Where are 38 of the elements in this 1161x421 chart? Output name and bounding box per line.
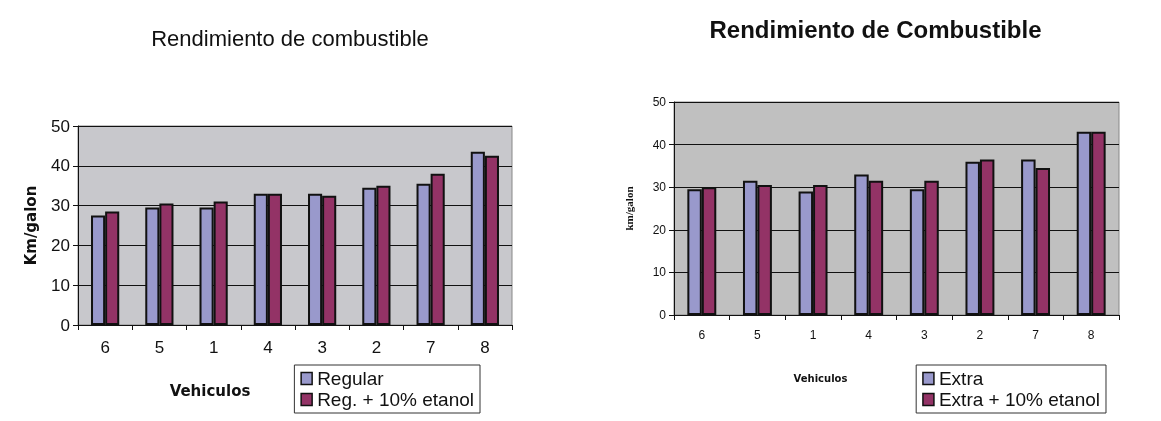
y-tick-label: 0 <box>60 315 70 335</box>
legend-label: Extra <box>938 368 984 389</box>
x-tick-label: 8 <box>1087 328 1095 342</box>
x-tick-label: 8 <box>480 338 490 357</box>
y-tick-label: 0 <box>659 308 667 322</box>
x-tick-label: 5 <box>154 338 165 357</box>
x-tick-label: 6 <box>698 328 706 342</box>
x-tick-label: 7 <box>1032 328 1040 342</box>
y-tick-label: 40 <box>51 156 70 176</box>
chart-title: Rendimiento de combustible <box>151 25 429 51</box>
x-tick-label: 1 <box>208 338 219 357</box>
y-axis-title: km/galon <box>622 186 635 231</box>
y-tick-label: 50 <box>652 95 667 109</box>
y-tick-label: 30 <box>652 180 667 195</box>
legend-label: Reg. + 10% etanol <box>317 389 475 410</box>
chart-title: Rendimiento de Combustible <box>709 15 1042 43</box>
x-tick-label: 2 <box>371 338 382 357</box>
x-tick-label: 5 <box>754 328 762 342</box>
x-axis-title: Vehiculos <box>793 372 848 384</box>
x-tick-label: 3 <box>317 338 327 357</box>
y-tick-label: 30 <box>51 196 70 216</box>
legend-label: Regular <box>317 368 385 389</box>
x-tick-label: 7 <box>425 338 436 357</box>
y-tick-label: 40 <box>652 137 667 152</box>
y-tick-label: 10 <box>51 275 70 295</box>
y-tick-label: 10 <box>652 265 667 280</box>
legend-label: Extra + 10% etanol <box>938 389 1100 410</box>
y-tick-label: 20 <box>51 235 70 255</box>
x-tick-label: 1 <box>809 328 817 342</box>
x-axis-title: Vehiculos <box>169 381 251 400</box>
y-axis-title: Km/galon <box>21 185 40 266</box>
x-tick-label: 4 <box>263 338 273 357</box>
y-tick-label: 20 <box>652 222 667 237</box>
x-tick-label: 2 <box>976 328 984 342</box>
y-tick-label: 50 <box>51 116 70 136</box>
x-tick-label: 3 <box>920 328 928 342</box>
x-tick-label: 6 <box>100 338 110 357</box>
x-tick-label: 4 <box>865 328 873 342</box>
